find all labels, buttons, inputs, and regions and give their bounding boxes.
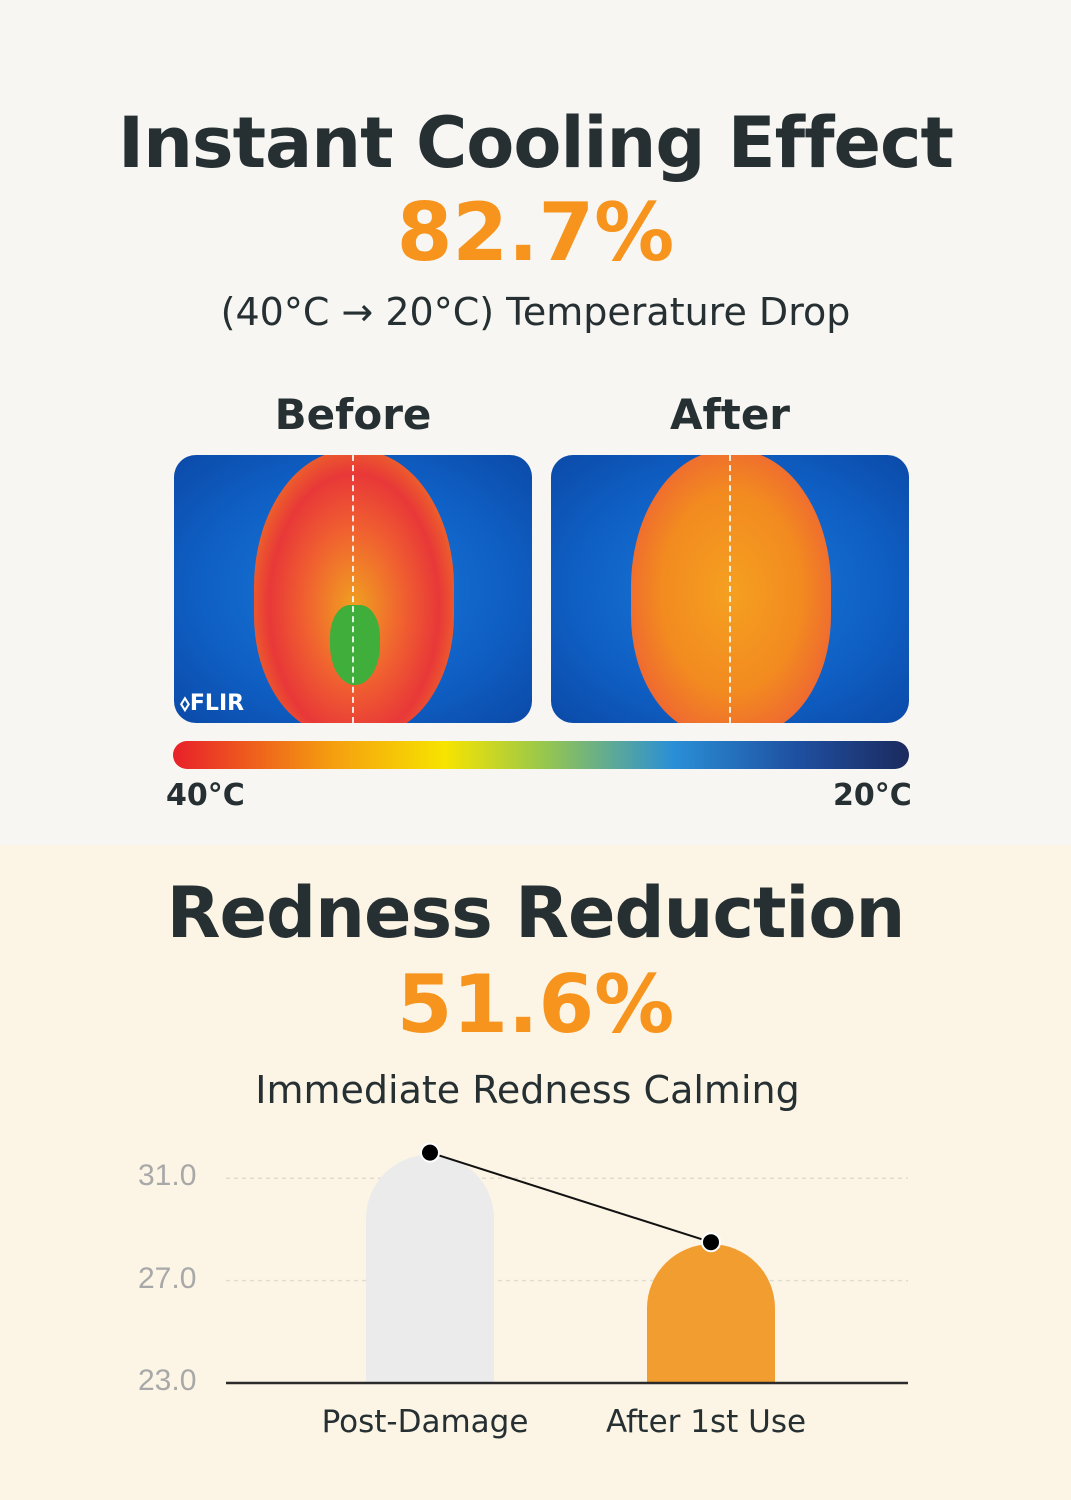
data-point <box>420 1142 440 1163</box>
y-tick-label: 27.0 <box>138 1261 197 1295</box>
redness-section <box>0 845 1071 1500</box>
y-tick-label: 23.0 <box>138 1364 197 1397</box>
bar-0 <box>366 1154 494 1383</box>
redness-percent: 51.6% <box>396 958 675 1051</box>
bar-1 <box>647 1244 775 1383</box>
x-category-label: After 1st Use <box>605 1404 807 1440</box>
temperature-color-scale <box>173 741 909 769</box>
thermal-image-before: ⬨FLIR <box>174 455 532 723</box>
thermal-nose <box>330 605 380 685</box>
center-guide-line <box>352 455 354 723</box>
y-tick-label: 31.0 <box>138 1159 197 1193</box>
before-label: Before <box>274 390 432 439</box>
trend-line <box>429 1151 712 1244</box>
thermal-image-after <box>551 455 909 723</box>
center-guide-line <box>729 455 731 723</box>
redness-subtitle: Immediate Redness Calming <box>255 1068 800 1112</box>
cooling-title: Instant Cooling Effect <box>118 102 954 184</box>
redness-title: Redness Reduction <box>166 872 906 954</box>
flir-icon: ⬨ <box>180 691 190 716</box>
after-label: After <box>669 390 791 439</box>
data-point <box>701 1232 721 1253</box>
scale-cold-label: 20°C <box>833 778 912 813</box>
cooling-subtitle: (40°C → 20°C) Temperature Drop <box>220 290 851 334</box>
flir-logo: ⬨FLIR <box>180 691 245 716</box>
x-category-label: Post-Damage <box>321 1404 529 1440</box>
scale-hot-label: 40°C <box>166 778 245 813</box>
cooling-percent: 82.7% <box>396 186 675 279</box>
